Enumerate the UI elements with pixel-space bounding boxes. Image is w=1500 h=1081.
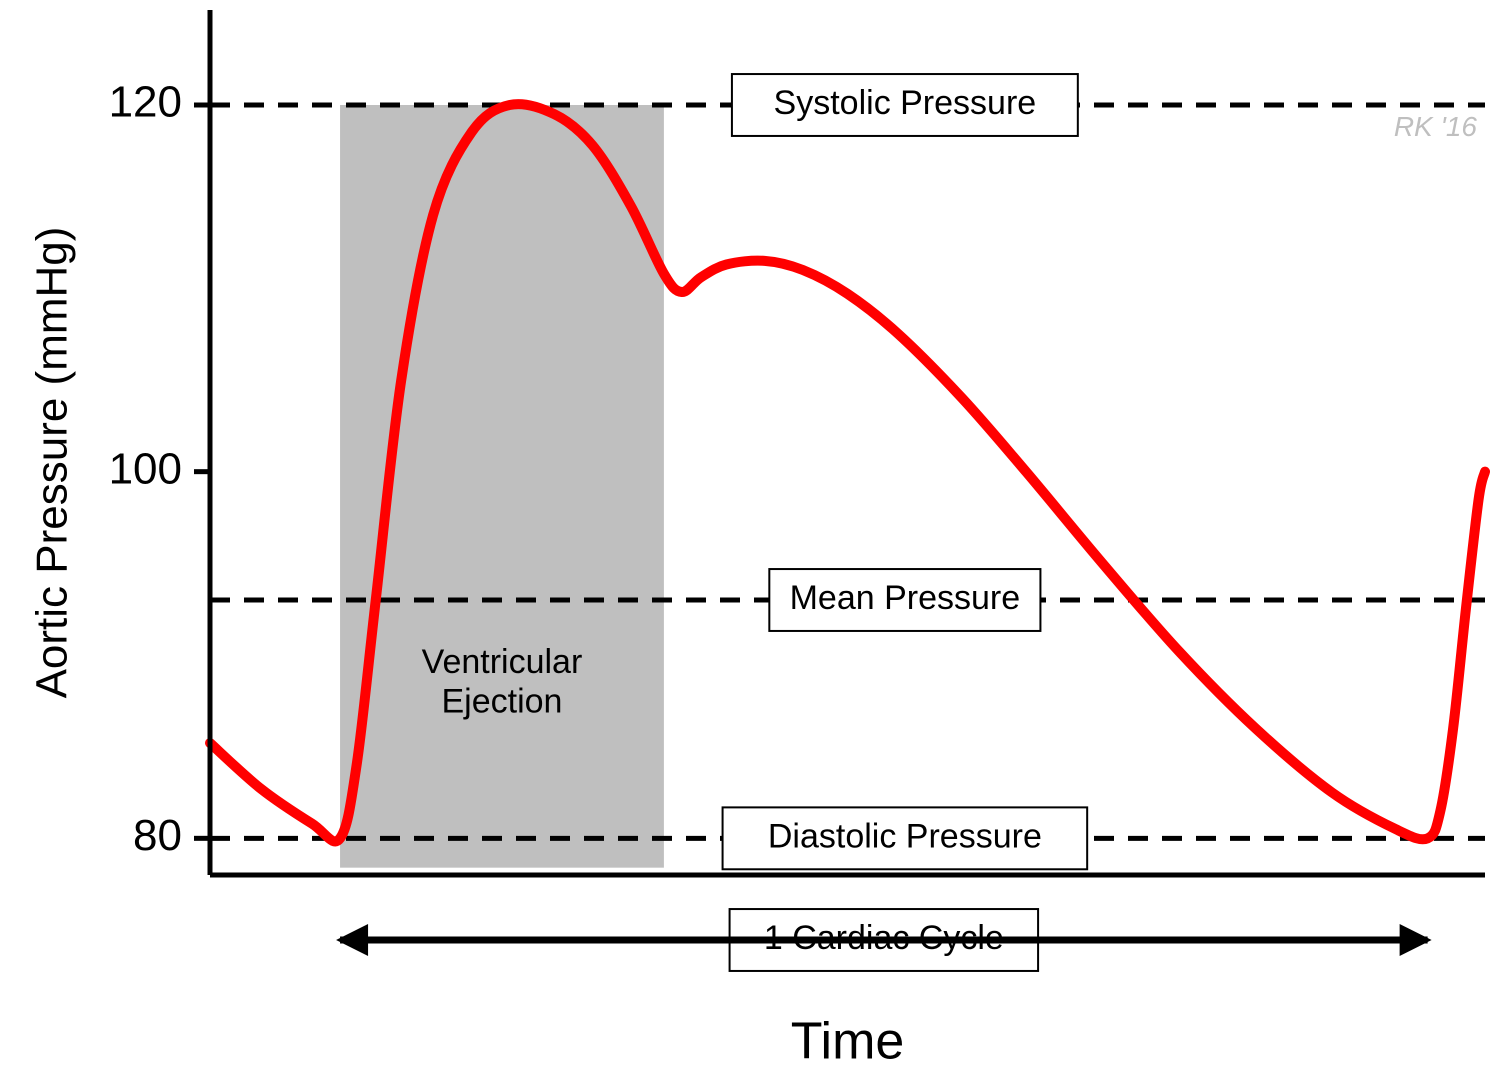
svg-text:Diastolic Pressure: Diastolic Pressure [768, 817, 1042, 855]
y-axis-label: Aortic Pressure (mmHg) [28, 227, 77, 699]
svg-text:Systolic Pressure: Systolic Pressure [774, 84, 1037, 122]
svg-text:Mean Pressure: Mean Pressure [790, 579, 1021, 617]
y-tick-label: 100 [109, 444, 182, 493]
ventricular-ejection-label: Ventricular [422, 643, 583, 681]
y-tick-label: 80 [133, 811, 182, 860]
mean-pressure-label: Mean Pressure [769, 569, 1040, 631]
systolic-pressure-label: Systolic Pressure [732, 74, 1078, 136]
y-tick-label: 120 [109, 78, 182, 127]
aortic-pressure-chart: 80 100 120 Aortic Pressure (mmHg) Time Sys… [0, 0, 1500, 1081]
ventricular-ejection-label: Ejection [441, 682, 562, 720]
x-axis-label: Time [791, 1013, 905, 1071]
diastolic-pressure-label: Diastolic Pressure [723, 807, 1088, 869]
y-axis-ticks: 80 100 120 [109, 78, 210, 860]
credit-text: RK '16 [1394, 111, 1478, 142]
